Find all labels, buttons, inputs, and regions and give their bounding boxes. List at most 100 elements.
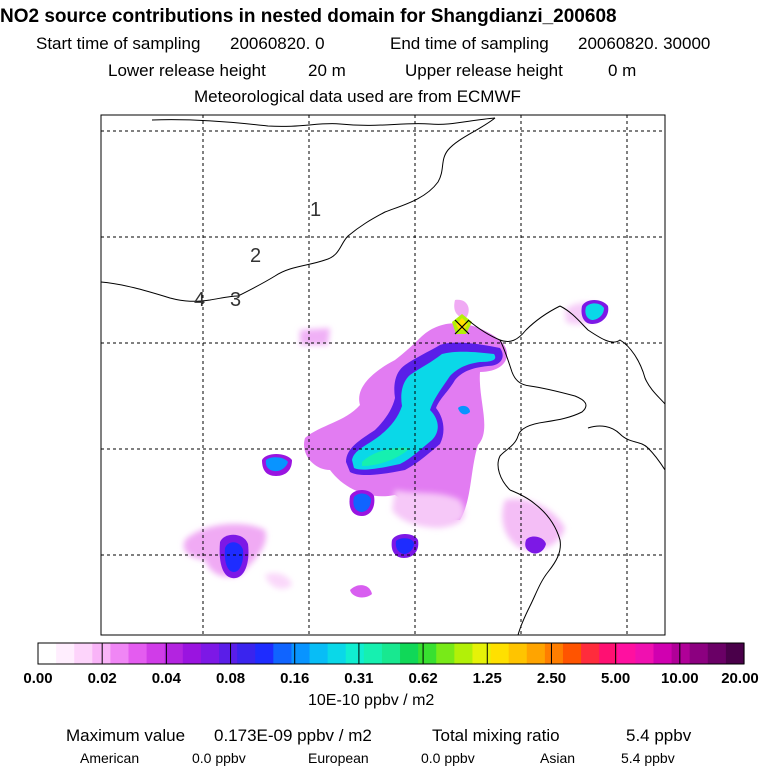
colorbar-swatch — [38, 643, 57, 664]
total-mixing-value: 5.4 ppbv — [626, 726, 692, 745]
colorbar-swatch — [581, 643, 600, 664]
colorbar-swatch — [363, 643, 383, 664]
end-time-value: 20060820. 30000 — [578, 34, 711, 53]
receptor-marker-line — [454, 319, 470, 335]
halo-patch — [502, 499, 565, 551]
colorbar-swatch — [707, 643, 727, 664]
colorbar-swatch — [74, 643, 93, 664]
hotspot-east — [585, 303, 604, 320]
hotspots — [219, 300, 609, 579]
colorbar-swatch — [725, 643, 745, 664]
border-west — [101, 281, 239, 302]
colorbar-swatch — [400, 643, 419, 664]
lower-height-label: Lower release height — [108, 61, 266, 80]
colorbar-ticks: 0.00 0.02 0.04 0.08 0.16 0.31 0.62 1.25 2.50 5.00… — [23, 643, 759, 687]
colorbar-swatch — [56, 643, 75, 664]
colorbar-swatch — [689, 643, 709, 664]
colorbar-swatch — [508, 643, 528, 664]
colorbar-tick-label: 0.04 — [152, 670, 182, 687]
border-inner-mongolia — [237, 117, 496, 297]
colorbar-swatch — [454, 643, 474, 664]
colorbar-swatch — [345, 643, 365, 664]
region-label-3: 3 — [230, 289, 241, 311]
colorbar-swatch — [490, 643, 510, 664]
max-value: 0.173E-09 ppbv / m2 — [214, 726, 372, 745]
region-label-1: 1 — [310, 199, 321, 221]
colorbar-tick-label: 1.25 — [473, 670, 502, 687]
hotspot-corridor-peak — [362, 447, 410, 466]
colorbar-swatch — [200, 643, 220, 664]
colorbar-swatch — [273, 643, 293, 664]
colorbar-swatch — [526, 643, 546, 664]
hotspot-corridor — [352, 351, 496, 470]
colorbar-swatch — [327, 643, 347, 664]
colorbar-tick-label: 0.08 — [216, 670, 245, 687]
receptor-marker — [454, 319, 470, 335]
colorbar-swatch — [418, 643, 437, 664]
colorbar-swatch — [562, 643, 582, 664]
colorbar-tick-label: 2.50 — [537, 670, 566, 687]
colorbar-swatch — [381, 643, 401, 664]
colorbar-tick-label: 0.00 — [23, 670, 52, 687]
colorbar-swatch — [599, 643, 618, 664]
boundaries — [101, 117, 665, 635]
asian-label: Asian — [540, 750, 576, 766]
colorbar-tick-label: 0.16 — [280, 670, 309, 687]
halo-patch — [265, 573, 292, 589]
colorbar-swatch — [255, 643, 274, 664]
met-data-note: Meteorological data used are from ECMWF — [194, 87, 521, 106]
region-labels: 1 2 3 4 — [194, 199, 321, 311]
colorbar-tick-label: 10.00 — [661, 670, 699, 687]
coast-bohai — [467, 305, 561, 343]
colorbar-swatch — [544, 643, 564, 664]
coast-liaodong — [559, 305, 665, 405]
american-value: 0.0 ppbv — [192, 750, 246, 766]
halo-patch — [454, 299, 469, 318]
colorbar-swatch — [436, 643, 455, 664]
colorbar-swatch — [128, 643, 148, 664]
halo-patch — [392, 490, 465, 528]
start-time-value: 20060820. 0 — [230, 34, 325, 53]
upper-height-value: 0 m — [608, 61, 637, 80]
colorbar-tick-label: 5.00 — [601, 670, 630, 687]
coast-shandong — [497, 339, 587, 491]
european-value: 0.0 ppbv — [421, 750, 475, 766]
upper-height-label: Upper release height — [405, 61, 563, 80]
lower-height-value: 20 m — [308, 61, 346, 80]
coast-korea — [587, 425, 665, 471]
colorbar-swatch — [92, 643, 112, 664]
colorbar-swatch — [635, 643, 655, 664]
region-label-2: 2 — [250, 245, 261, 267]
region-label-4: 4 — [194, 289, 205, 311]
colorbar-swatch — [219, 643, 238, 664]
colorbar-swatch — [309, 643, 329, 664]
colorbar-swatch — [653, 643, 673, 664]
halo-patch — [300, 328, 330, 345]
halo-patch — [350, 585, 372, 598]
asian-value: 5.4 ppbv — [621, 750, 675, 766]
plot-frame — [100, 114, 666, 636]
total-mixing-label: Total mixing ratio — [432, 726, 560, 745]
european-label: European — [308, 750, 369, 766]
colorbar-swatch — [291, 643, 311, 664]
colorbar-tick-label: 0.02 — [88, 670, 117, 687]
hotspot-south-b — [395, 538, 414, 554]
hotspot-south-a — [353, 493, 371, 512]
max-value-label: Maximum value — [66, 726, 186, 745]
hotspot-southeast — [525, 536, 546, 554]
chart-title: NO2 source contributions in nested domai… — [0, 6, 617, 27]
american-label: American — [80, 750, 140, 766]
colorbar-swatch — [146, 643, 166, 664]
end-time-label: End time of sampling — [390, 34, 549, 53]
border-north — [151, 117, 496, 127]
colorbar-tick-label: 0.31 — [344, 670, 373, 687]
hotspot-receptor-peak — [456, 318, 468, 330]
colorbar-swatch — [237, 643, 256, 664]
coast-jiangsu — [509, 489, 561, 635]
start-time-label: Start time of sampling — [36, 34, 201, 53]
colorbar-tick-label: 0.62 — [408, 670, 437, 687]
gridlines — [101, 115, 665, 635]
hotspot-southwest — [224, 542, 244, 572]
colorbar-frame — [37, 642, 745, 665]
